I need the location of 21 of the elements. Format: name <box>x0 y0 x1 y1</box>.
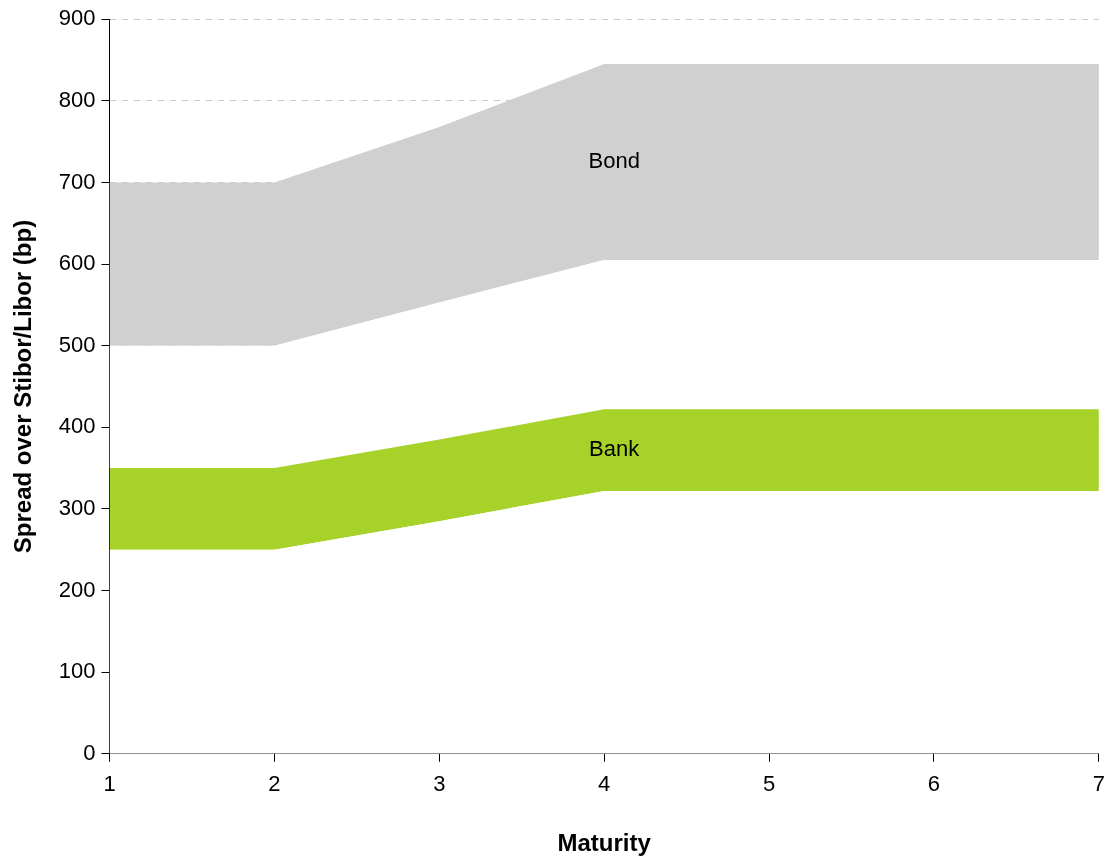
y-tick-label: 400 <box>58 413 96 439</box>
series-label: Bank <box>589 436 641 462</box>
x-tick-label: 7 <box>1092 771 1106 797</box>
x-tick-label: 6 <box>927 771 941 797</box>
y-tick-label: 600 <box>58 250 96 276</box>
y-tick-label: 100 <box>58 658 96 684</box>
y-tick-label: 0 <box>83 739 96 765</box>
series-label: Bond <box>588 148 640 174</box>
x-tick-label: 5 <box>762 771 776 797</box>
x-axis-title: Maturity <box>557 829 652 857</box>
y-tick-label: 500 <box>58 331 96 357</box>
y-tick-label: 200 <box>58 576 96 602</box>
x-tick-label: 3 <box>433 771 446 797</box>
y-axis-title: Spread over Stibor/Libor (bp) <box>9 219 37 554</box>
y-tick-label: 700 <box>58 168 96 194</box>
x-tick-label: 2 <box>268 771 281 797</box>
x-tick-label: 4 <box>598 771 611 797</box>
y-tick-label: 900 <box>58 5 96 31</box>
x-tick-label: 1 <box>103 771 116 797</box>
y-tick-label: 800 <box>58 86 96 112</box>
y-tick-label: 300 <box>58 495 96 520</box>
